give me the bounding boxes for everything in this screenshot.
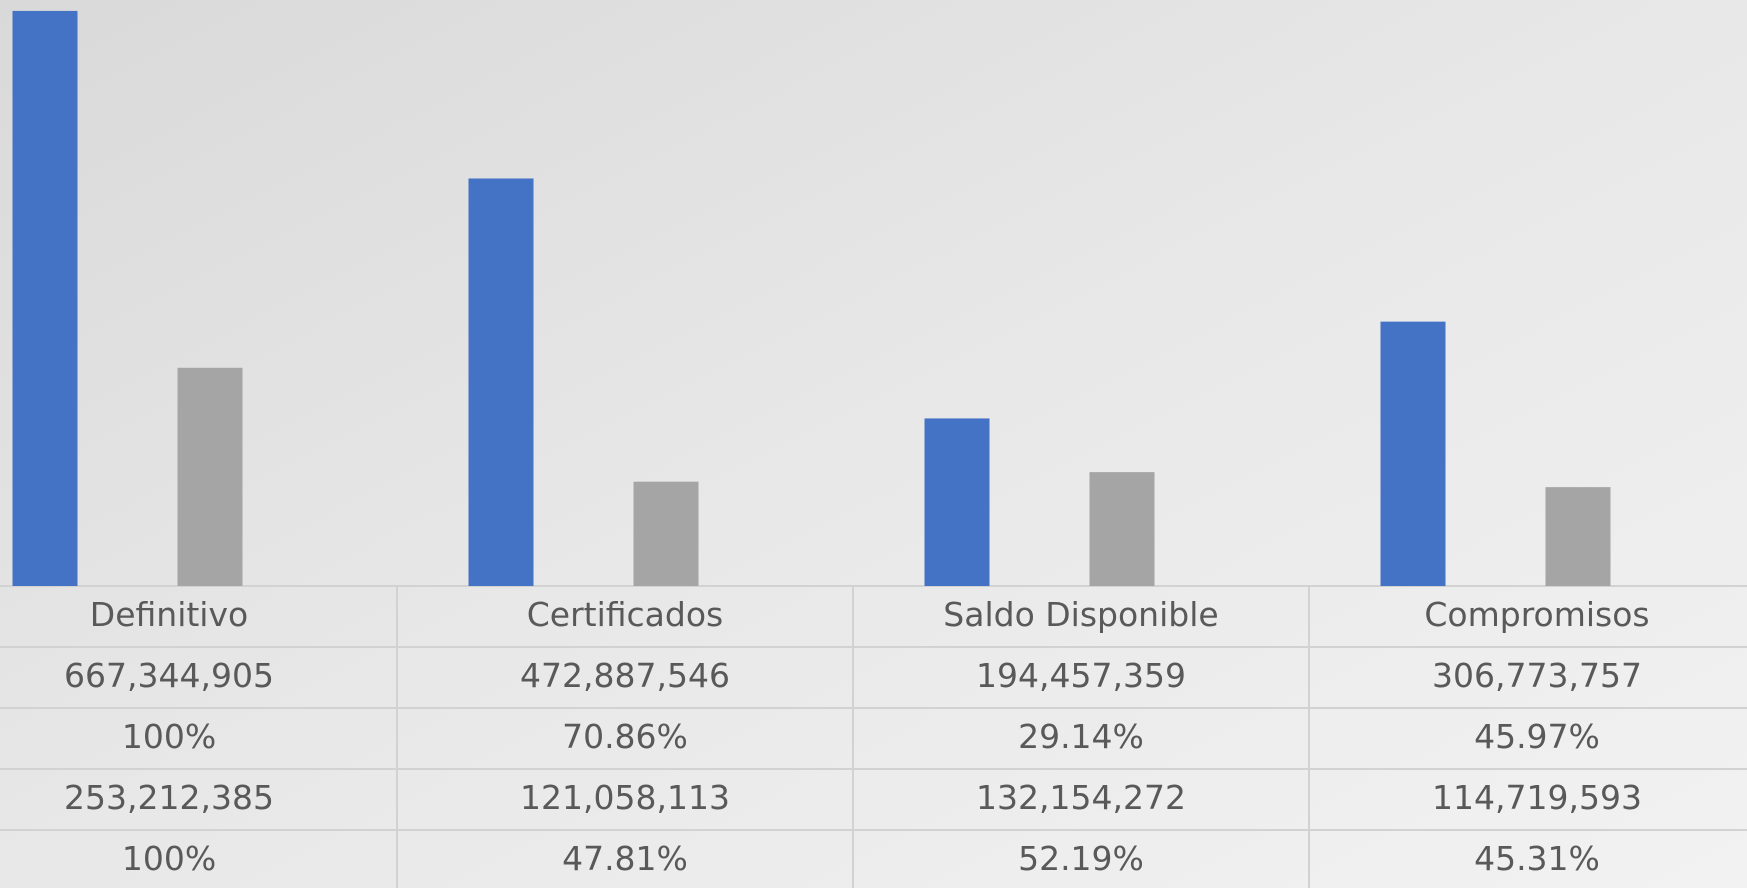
bar xyxy=(468,178,534,586)
value-label: 253,212,385 xyxy=(64,778,274,817)
bar xyxy=(924,418,990,586)
percent-label: 70.86% xyxy=(562,717,688,756)
percent-label: 45.31% xyxy=(1474,839,1600,878)
percent-label: 52.19% xyxy=(1018,839,1144,878)
category-label: Definitivo xyxy=(90,595,248,634)
bar xyxy=(1089,472,1155,586)
value-label: 114,719,593 xyxy=(1432,778,1642,817)
percent-label: 100% xyxy=(122,839,216,878)
percent-label: 47.81% xyxy=(562,839,688,878)
percent-label: 29.14% xyxy=(1018,717,1144,756)
value-label: 472,887,546 xyxy=(520,656,730,695)
value-label: 306,773,757 xyxy=(1432,656,1642,695)
category-label: Compromisos xyxy=(1424,595,1649,634)
value-label: 667,344,905 xyxy=(64,656,274,695)
category-label: Certificados xyxy=(527,595,724,634)
value-label: 121,058,113 xyxy=(520,778,730,817)
bar xyxy=(177,367,243,586)
bar xyxy=(633,481,699,586)
bar xyxy=(12,10,78,587)
percent-label: 45.97% xyxy=(1474,717,1600,756)
value-label: 194,457,359 xyxy=(976,656,1186,695)
bar xyxy=(1380,321,1446,586)
category-label: Saldo Disponible xyxy=(943,595,1218,634)
value-label: 132,154,272 xyxy=(976,778,1186,817)
bar xyxy=(1545,487,1611,586)
percent-label: 100% xyxy=(122,717,216,756)
